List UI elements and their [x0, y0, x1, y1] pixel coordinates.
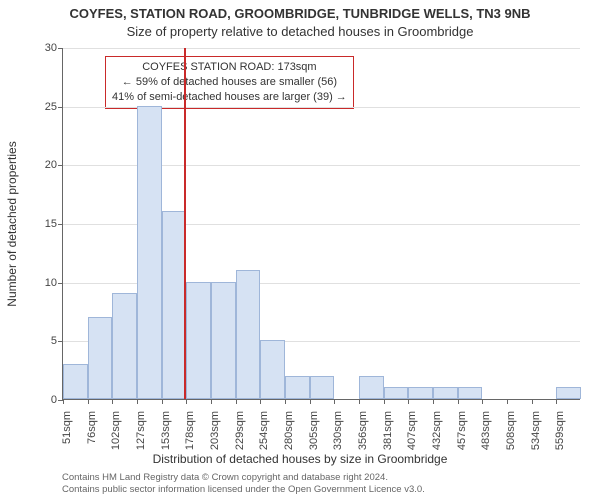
xtick-mark — [359, 399, 360, 404]
ytick-label: 25 — [7, 101, 57, 113]
chart-container: COYFES, STATION ROAD, GROOMBRIDGE, TUNBR… — [0, 0, 600, 500]
xtick-mark — [285, 399, 286, 404]
annotation-line: 41% of semi-detached houses are larger (… — [112, 90, 347, 105]
xtick-label: 51sqm — [61, 411, 73, 444]
xtick-label: 280sqm — [283, 411, 295, 450]
ytick-label: 10 — [7, 277, 57, 289]
xtick-mark — [433, 399, 434, 404]
xtick-label: 457sqm — [456, 411, 468, 450]
histogram-bar — [236, 270, 261, 399]
histogram-bar — [211, 282, 236, 399]
histogram-bar — [162, 211, 187, 399]
xtick-label: 356sqm — [357, 411, 369, 450]
xtick-label: 102sqm — [110, 411, 122, 450]
histogram-bar — [186, 282, 211, 399]
xtick-label: 305sqm — [308, 411, 320, 450]
ytick-mark — [58, 341, 63, 342]
xtick-mark — [482, 399, 483, 404]
ytick-mark — [58, 48, 63, 49]
xtick-mark — [186, 399, 187, 404]
histogram-bar — [260, 340, 285, 399]
xtick-mark — [458, 399, 459, 404]
xtick-mark — [532, 399, 533, 404]
histogram-bar — [359, 376, 384, 399]
ytick-label: 0 — [7, 394, 57, 406]
xtick-label: 432sqm — [431, 411, 443, 450]
x-axis-label: Distribution of detached houses by size … — [0, 452, 600, 466]
footer-attribution: Contains HM Land Registry data © Crown c… — [62, 472, 425, 496]
histogram-bar — [310, 376, 335, 399]
xtick-mark — [310, 399, 311, 404]
xtick-mark — [408, 399, 409, 404]
histogram-bar — [433, 387, 458, 399]
xtick-mark — [236, 399, 237, 404]
xtick-label: 178sqm — [184, 411, 196, 450]
xtick-label: 330sqm — [332, 411, 344, 450]
xtick-label: 508sqm — [505, 411, 517, 450]
ytick-mark — [58, 283, 63, 284]
ytick-label: 30 — [7, 42, 57, 54]
histogram-bar — [88, 317, 113, 399]
histogram-bar — [384, 387, 409, 399]
xtick-mark — [137, 399, 138, 404]
xtick-mark — [334, 399, 335, 404]
annotation-line: COYFES STATION ROAD: 173sqm — [112, 60, 347, 75]
ytick-label: 5 — [7, 335, 57, 347]
xtick-label: 76sqm — [86, 411, 98, 444]
ytick-label: 20 — [7, 159, 57, 171]
gridline — [63, 48, 580, 49]
page-title: COYFES, STATION ROAD, GROOMBRIDGE, TUNBR… — [0, 6, 600, 21]
ytick-mark — [58, 165, 63, 166]
histogram-bar — [63, 364, 88, 399]
xtick-label: 153sqm — [160, 411, 172, 450]
xtick-label: 203sqm — [209, 411, 221, 450]
reference-annotation: COYFES STATION ROAD: 173sqm ← 59% of det… — [105, 56, 354, 109]
histogram-bar — [408, 387, 433, 399]
xtick-mark — [63, 399, 64, 404]
xtick-mark — [507, 399, 508, 404]
histogram-bar — [285, 376, 310, 399]
xtick-label: 559sqm — [554, 411, 566, 450]
xtick-label: 534sqm — [530, 411, 542, 450]
chart-subtitle: Size of property relative to detached ho… — [0, 24, 600, 39]
xtick-label: 127sqm — [135, 411, 147, 450]
reference-line — [184, 48, 186, 399]
xtick-mark — [556, 399, 557, 404]
annotation-line: ← 59% of detached houses are smaller (56… — [112, 75, 347, 90]
ytick-label: 15 — [7, 218, 57, 230]
ytick-mark — [58, 224, 63, 225]
ytick-mark — [58, 107, 63, 108]
xtick-mark — [162, 399, 163, 404]
footer-line: Contains public sector information licen… — [62, 484, 425, 496]
xtick-mark — [112, 399, 113, 404]
plot-area: COYFES STATION ROAD: 173sqm ← 59% of det… — [62, 48, 580, 400]
xtick-mark — [260, 399, 261, 404]
xtick-mark — [88, 399, 89, 404]
histogram-bar — [458, 387, 483, 399]
xtick-mark — [384, 399, 385, 404]
xtick-label: 381sqm — [382, 411, 394, 450]
histogram-bar — [556, 387, 581, 399]
xtick-mark — [211, 399, 212, 404]
histogram-bar — [112, 293, 137, 399]
footer-line: Contains HM Land Registry data © Crown c… — [62, 472, 425, 484]
xtick-label: 483sqm — [480, 411, 492, 450]
histogram-bar — [137, 106, 162, 399]
xtick-label: 229sqm — [234, 411, 246, 450]
xtick-label: 254sqm — [258, 411, 270, 450]
xtick-label: 407sqm — [406, 411, 418, 450]
